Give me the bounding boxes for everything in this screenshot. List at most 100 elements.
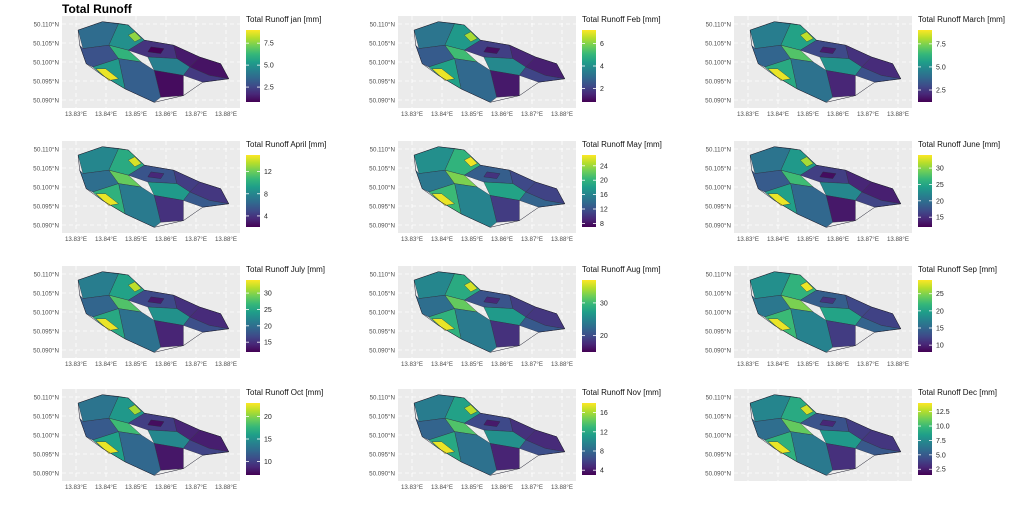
catchment-region — [464, 281, 478, 293]
lat-tick-label: 50.095°N — [369, 79, 395, 86]
legend-tick-label: 20 — [936, 198, 944, 205]
lon-tick-label: 13.86°E — [827, 111, 849, 118]
legend-tick-label: 15 — [264, 437, 272, 444]
lat-tick-label: 50.110°N — [34, 22, 59, 29]
map-panel: 50.110°N 50.105°N 50.100°N 50.095°N 50.090°N… — [672, 381, 1005, 505]
lat-tick-label: 50.090°N — [33, 471, 59, 478]
map-figure: 50.110°N 50.105°N 50.100°N 50.095°N 50.090°N… — [33, 15, 321, 118]
lon-tick-label: 13.87°E — [185, 484, 207, 491]
map-panel: 50.110°N 50.105°N 50.100°N 50.095°N 50.090°N… — [0, 381, 333, 505]
legend-title: Total Runoff jan [mm] — [246, 15, 321, 24]
catchment-region — [147, 419, 165, 427]
lon-tick-label: 13.87°E — [521, 236, 543, 243]
map-panel: 50.110°N 50.105°N 50.100°N 50.095°N 50.090°N… — [672, 258, 1005, 382]
legend-colorbar — [918, 403, 932, 475]
lon-tick-label: 13.85°E — [461, 111, 483, 118]
lon-tick-label: 13.87°E — [857, 111, 879, 118]
legend-tick-label: 7.5 — [264, 41, 274, 48]
lat-tick-label: 50.100°N — [705, 60, 731, 67]
lon-tick-label: 13.85°E — [125, 484, 147, 491]
lat-tick-label: 50.100°N — [33, 60, 59, 67]
map-panel: 50.110°N 50.105°N 50.100°N 50.095°N 50.090°N… — [336, 381, 669, 505]
legend-tick-label: 10 — [264, 459, 272, 466]
lon-tick-label: 13.87°E — [521, 484, 543, 491]
lon-tick-label: 13.88°E — [215, 484, 237, 491]
lon-tick-label: 13.84°E — [431, 236, 453, 243]
catchment-outline — [413, 21, 566, 103]
catchment-region — [147, 171, 165, 179]
map-figure: 50.110°N 50.105°N 50.100°N 50.095°N 50.090°N… — [705, 265, 997, 368]
lon-tick-label: 13.86°E — [491, 361, 513, 368]
catchment-region — [819, 171, 837, 179]
lon-tick-label: 13.85°E — [461, 484, 483, 491]
legend-tick-label: 10 — [936, 343, 944, 350]
legend-tick-label: 2.5 — [264, 85, 274, 92]
catchment-region — [464, 404, 478, 416]
lat-tick-label: 50.100°N — [705, 185, 731, 192]
legend-tick-label: 6 — [600, 41, 604, 48]
lon-tick-label: 13.84°E — [767, 111, 789, 118]
lon-tick-label: 13.84°E — [431, 111, 453, 118]
catchment-region — [819, 419, 837, 427]
legend-colorbar — [246, 30, 260, 102]
lon-tick-label: 13.88°E — [887, 361, 909, 368]
lat-tick-label: 50.095°N — [33, 204, 59, 211]
lat-tick-label: 50.105°N — [369, 414, 395, 421]
lon-tick-label: 13.84°E — [767, 236, 789, 243]
lon-tick-label: 13.84°E — [767, 361, 789, 368]
legend-title: Total Runoff Sep [mm] — [918, 265, 997, 274]
legend-tick-label: 20 — [600, 178, 608, 185]
lon-tick-label: 13.86°E — [491, 236, 513, 243]
map-figure: 50.110°N 50.105°N 50.100°N 50.095°N 50.090°N… — [369, 388, 661, 491]
lon-tick-label: 13.84°E — [95, 111, 117, 118]
map-figure: 50.110°N 50.105°N 50.100°N 50.095°N 50.090°N… — [33, 265, 325, 368]
lat-tick-label: 50.100°N — [33, 433, 59, 440]
legend-tick-label: 15 — [264, 340, 272, 347]
lon-tick-label: 13.83°E — [65, 361, 87, 368]
catchment-region — [819, 46, 837, 54]
lon-tick-label: 13.86°E — [827, 236, 849, 243]
lat-tick-label: 50.110°N — [370, 147, 395, 154]
lon-tick-label: 13.87°E — [857, 361, 879, 368]
lon-tick-label: 13.88°E — [215, 361, 237, 368]
catchment-outline — [77, 146, 230, 228]
catchment-region — [464, 156, 478, 168]
lon-tick-label: 13.84°E — [431, 361, 453, 368]
catchment-region — [464, 31, 478, 43]
catchment-region — [483, 46, 501, 54]
lat-tick-label: 50.095°N — [705, 79, 731, 86]
catchment-outline — [77, 394, 230, 476]
catchment-outline — [749, 146, 902, 228]
catchment-outline — [749, 394, 902, 476]
legend-tick-label: 15 — [936, 326, 944, 333]
lon-tick-label: 13.87°E — [521, 111, 543, 118]
legend-colorbar — [918, 280, 932, 352]
lat-tick-label: 50.095°N — [705, 329, 731, 336]
lat-tick-label: 50.105°N — [369, 166, 395, 173]
catchment-region — [819, 296, 837, 304]
lat-tick-label: 50.100°N — [705, 310, 731, 317]
lon-tick-label: 13.88°E — [887, 111, 909, 118]
legend-tick-label: 25 — [264, 307, 272, 314]
map-panel: 50.110°N 50.105°N 50.100°N 50.095°N 50.090°N… — [336, 258, 669, 382]
lat-tick-label: 50.090°N — [705, 471, 731, 478]
lat-tick-label: 50.110°N — [370, 22, 395, 29]
catchment-region — [128, 31, 142, 43]
lat-tick-label: 50.095°N — [33, 79, 59, 86]
legend-colorbar — [582, 30, 596, 102]
legend-colorbar — [582, 155, 596, 227]
map-panel: 50.110°N 50.105°N 50.100°N 50.095°N 50.090°N… — [0, 258, 333, 382]
lat-tick-label: 50.100°N — [33, 185, 59, 192]
lon-tick-label: 13.85°E — [461, 361, 483, 368]
lon-tick-label: 13.84°E — [95, 361, 117, 368]
lon-tick-label: 13.83°E — [401, 236, 423, 243]
map-figure: 50.110°N 50.105°N 50.100°N 50.095°N 50.090°N… — [33, 388, 323, 491]
legend-tick-label: 25 — [936, 182, 944, 189]
catchment-region — [128, 156, 142, 168]
lon-tick-label: 13.88°E — [551, 361, 573, 368]
lat-tick-label: 50.100°N — [369, 310, 395, 317]
lon-tick-label: 13.87°E — [521, 361, 543, 368]
lat-tick-label: 50.110°N — [34, 395, 59, 402]
legend-tick-label: 24 — [600, 163, 608, 170]
lat-tick-label: 50.105°N — [33, 291, 59, 298]
